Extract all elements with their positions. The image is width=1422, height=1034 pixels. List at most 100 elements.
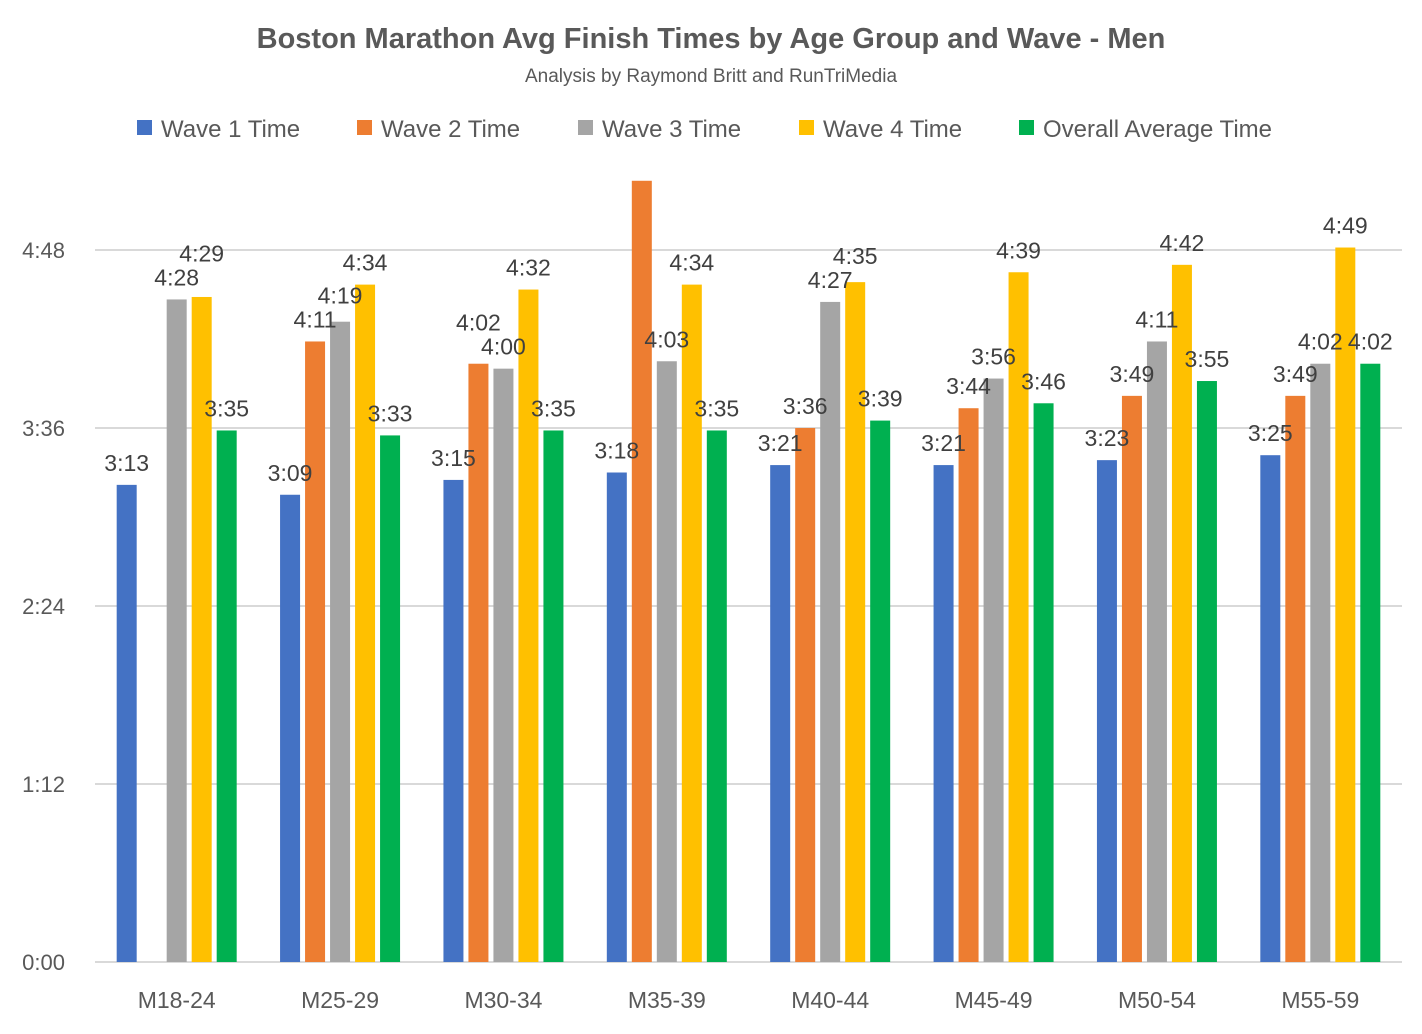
data-label: 4:49 <box>1323 213 1368 239</box>
data-label: 4:11 <box>294 306 337 332</box>
y-tick-label: 1:12 <box>22 772 65 797</box>
bar-overall-average-time <box>216 430 237 962</box>
bar-wave-2-time <box>631 180 652 962</box>
x-tick-label: M45-49 <box>955 987 1033 1013</box>
data-label: 3:21 <box>921 430 966 456</box>
bar-wave-4-time <box>845 282 866 962</box>
data-label: 3:35 <box>531 395 576 421</box>
bar-wave-2-time <box>795 428 816 962</box>
bar-wave-4-time <box>355 284 376 963</box>
bar-overall-average-time <box>380 435 401 963</box>
data-label: 3:49 <box>1273 361 1318 387</box>
x-tick-label: M30-34 <box>464 987 542 1013</box>
legend-label: Wave 2 Time <box>381 116 520 143</box>
data-label: 4:28 <box>154 264 199 290</box>
data-label: 4:29 <box>179 240 224 266</box>
data-label: 3:44 <box>946 373 991 399</box>
data-label: 3:46 <box>1021 368 1066 394</box>
y-tick-label: 2:24 <box>22 594 65 619</box>
bar-wave-3-time <box>1146 341 1167 962</box>
bar-wave-3-time <box>656 361 677 962</box>
bar-wave-3-time <box>1310 363 1331 962</box>
bar-overall-average-time <box>870 420 891 962</box>
bar-overall-average-time <box>1360 363 1381 962</box>
data-label: 3:35 <box>204 395 249 421</box>
legend-swatch <box>137 120 152 135</box>
data-label: 4:00 <box>481 334 526 360</box>
bar-wave-2-time <box>468 363 489 962</box>
bar-wave-2-time <box>305 341 326 962</box>
data-label: 4:35 <box>833 243 878 269</box>
x-tick-label: M40-44 <box>791 987 869 1013</box>
x-tick-label: M25-29 <box>301 987 379 1013</box>
bar-wave-1-time <box>606 472 627 962</box>
bar-wave-4-time <box>1008 272 1029 962</box>
bar-wave-1-time <box>280 494 301 962</box>
bar-wave-3-time <box>493 368 514 963</box>
bar-wave-3-time <box>983 378 1004 962</box>
data-label: 3:33 <box>368 400 413 426</box>
data-label: 4:02 <box>1348 329 1393 355</box>
x-axis: M18-24 M25-29 M30-34 M35-39 M40-44 M45-49 M50-… <box>138 987 1360 1013</box>
data-label: 3:23 <box>1085 425 1130 451</box>
legend-swatch <box>799 120 814 135</box>
legend-label: Overall Average Time <box>1043 116 1272 143</box>
data-label: 4:39 <box>996 237 1041 263</box>
data-label: 3:35 <box>694 395 739 421</box>
bar-wave-1-time <box>933 465 954 962</box>
bar-wave-4-time <box>518 289 539 962</box>
data-label: 4:27 <box>808 267 853 293</box>
data-label: 4:42 <box>1160 230 1205 256</box>
bar-wave-1-time <box>1096 460 1117 962</box>
bar-wave-1-time <box>770 465 791 962</box>
bar-wave-2-time <box>1121 395 1142 963</box>
legend-label: Wave 1 Time <box>161 116 300 143</box>
legend: Wave 1 Time Wave 2 Time Wave 3 Time Wave 4 … <box>137 116 1272 143</box>
bar-wave-4-time <box>191 296 212 962</box>
legend-swatch <box>357 120 372 135</box>
bar-overall-average-time <box>706 430 727 962</box>
data-labels: 3:13 3:09 3:15 3:18 3:21 3:21 3:23 3:25 4:11 4:02… <box>104 213 1392 486</box>
data-label: 3:09 <box>268 460 313 486</box>
data-label: 3:55 <box>1185 346 1230 372</box>
data-label: 3:25 <box>1248 420 1293 446</box>
data-label: 3:18 <box>594 438 639 464</box>
x-tick-label: M55-59 <box>1281 987 1359 1013</box>
data-label: 4:02 <box>1298 329 1343 355</box>
y-axis: 0:00 1:12 2:24 3:36 4:48 <box>22 238 65 975</box>
bar-wave-3-time <box>330 321 351 962</box>
y-tick-label: 0:00 <box>22 950 65 975</box>
bar-overall-average-time <box>543 430 564 962</box>
chart-subtitle: Analysis by Raymond Britt and RunTriMedi… <box>525 66 897 87</box>
x-tick-label: M18-24 <box>138 987 216 1013</box>
bar-wave-3-time <box>820 301 841 963</box>
legend-swatch <box>1019 120 1034 135</box>
data-label: 3:36 <box>783 393 828 419</box>
bar-wave-3-time <box>166 299 187 962</box>
y-tick-label: 3:36 <box>22 416 65 441</box>
data-label: 4:32 <box>506 255 551 281</box>
data-label: 4:02 <box>456 310 501 336</box>
bar-wave-2-time <box>958 408 979 962</box>
bars <box>116 180 1381 963</box>
y-tick-label: 4:48 <box>22 238 65 263</box>
data-label: 3:13 <box>104 450 149 476</box>
x-tick-label: M35-39 <box>628 987 706 1013</box>
bar-overall-average-time <box>1196 381 1217 962</box>
legend-swatch <box>578 120 593 135</box>
bar-wave-4-time <box>1335 247 1356 962</box>
data-label: 4:34 <box>343 250 388 276</box>
bar-wave-2-time <box>1285 395 1306 963</box>
x-tick-label: M50-54 <box>1118 987 1196 1013</box>
data-label: 3:39 <box>858 386 903 412</box>
bar-wave-1-time <box>443 479 464 962</box>
legend-label: Wave 4 Time <box>823 116 962 143</box>
legend-label: Wave 3 Time <box>602 116 741 143</box>
bar-wave-4-time <box>681 284 702 963</box>
bar-wave-1-time <box>116 484 137 962</box>
data-label: 3:15 <box>431 445 476 471</box>
data-label: 4:11 <box>1135 306 1178 332</box>
data-label: 3:21 <box>758 430 803 456</box>
data-label: 3:56 <box>971 344 1016 370</box>
